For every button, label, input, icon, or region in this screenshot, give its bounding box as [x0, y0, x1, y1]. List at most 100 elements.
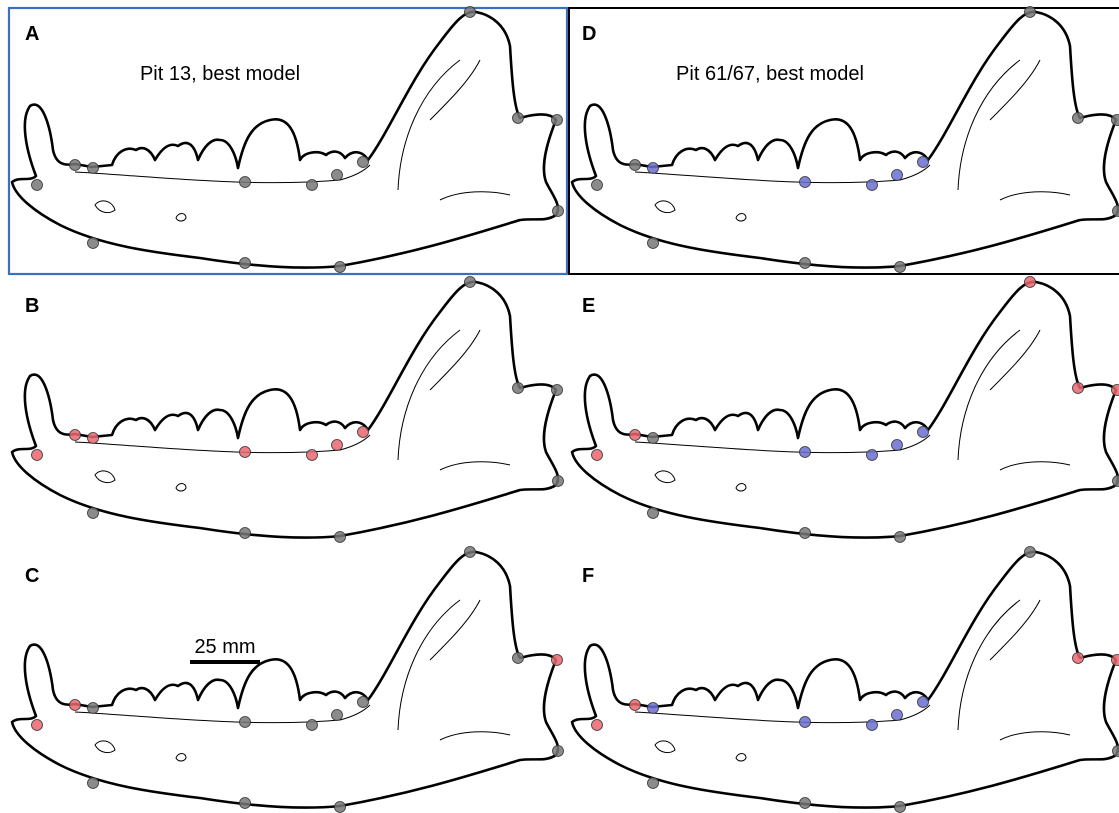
landmark [1111, 384, 1119, 396]
landmark [629, 159, 641, 171]
landmark [647, 507, 659, 519]
mandible [10, 6, 564, 273]
panel-label: E [582, 295, 595, 317]
landmark [1024, 6, 1036, 18]
landmark [917, 696, 929, 708]
landmark [917, 426, 929, 438]
landmark [357, 696, 369, 708]
landmark [357, 156, 369, 168]
landmark [629, 699, 641, 711]
landmark [357, 426, 369, 438]
landmark [69, 699, 81, 711]
panel-label: B [25, 295, 39, 317]
landmark [917, 156, 929, 168]
landmark [591, 449, 603, 461]
landmark [334, 261, 346, 273]
landmark [799, 257, 811, 269]
landmark [591, 179, 603, 191]
panel-title: Pit 13, best model [140, 63, 300, 85]
landmark [894, 531, 906, 543]
mandible [10, 276, 564, 543]
landmark [1112, 745, 1119, 757]
landmark [512, 382, 524, 394]
panel-border [568, 7, 1119, 275]
landmark [239, 716, 251, 728]
jaw-outline [570, 550, 1119, 809]
mandible [570, 6, 1119, 273]
landmark [551, 654, 563, 666]
panel-label: D [582, 23, 596, 45]
landmark [894, 261, 906, 273]
landmark [551, 384, 563, 396]
landmark [331, 169, 343, 181]
landmark [512, 652, 524, 664]
landmark [87, 777, 99, 789]
scale-bar-label: 25 mm [194, 636, 255, 658]
mandible [570, 546, 1119, 813]
landmark [464, 276, 476, 288]
landmark [1111, 114, 1119, 126]
landmark [87, 507, 99, 519]
landmark [31, 179, 43, 191]
landmark [239, 527, 251, 539]
landmark [31, 719, 43, 731]
landmark [239, 176, 251, 188]
landmark [551, 114, 563, 126]
landmark [647, 237, 659, 249]
landmark [464, 6, 476, 18]
landmark [239, 446, 251, 458]
landmark [87, 162, 99, 174]
landmark [591, 719, 603, 731]
landmark [512, 112, 524, 124]
mandible [10, 546, 564, 813]
landmark [464, 546, 476, 558]
landmark [334, 801, 346, 813]
landmark [1112, 205, 1119, 217]
landmark [552, 745, 564, 757]
landmark [31, 449, 43, 461]
landmark [799, 446, 811, 458]
landmark [866, 719, 878, 731]
landmark [647, 162, 659, 174]
landmark [1072, 382, 1084, 394]
landmark [799, 176, 811, 188]
landmark [306, 449, 318, 461]
landmark [647, 432, 659, 444]
landmark [1024, 276, 1036, 288]
landmark [239, 797, 251, 809]
jaw-outline [10, 280, 560, 539]
landmark [891, 169, 903, 181]
landmark [1072, 652, 1084, 664]
landmark [866, 449, 878, 461]
landmark [306, 719, 318, 731]
jaw-outline [10, 550, 560, 809]
panel-title: Pit 61/67, best model [676, 63, 864, 85]
landmark [239, 257, 251, 269]
landmark [331, 709, 343, 721]
jaw-outline [570, 280, 1119, 539]
panel-label: C [25, 565, 39, 587]
landmark [69, 429, 81, 441]
landmark [87, 432, 99, 444]
landmark [334, 531, 346, 543]
landmark [799, 527, 811, 539]
mandible [570, 276, 1119, 543]
panel-label: A [25, 23, 39, 45]
landmark [1111, 654, 1119, 666]
landmark [1072, 112, 1084, 124]
panel-border [7, 6, 569, 276]
landmark [894, 801, 906, 813]
landmark [69, 159, 81, 171]
landmark [552, 205, 564, 217]
jaw-outline [570, 10, 1119, 269]
landmark [891, 709, 903, 721]
panel-label: F [582, 565, 594, 587]
landmark [629, 429, 641, 441]
landmark [866, 179, 878, 191]
panels [10, 6, 1119, 813]
landmark [331, 439, 343, 451]
landmark [891, 439, 903, 451]
jaw-outline [10, 10, 560, 269]
landmark [306, 179, 318, 191]
